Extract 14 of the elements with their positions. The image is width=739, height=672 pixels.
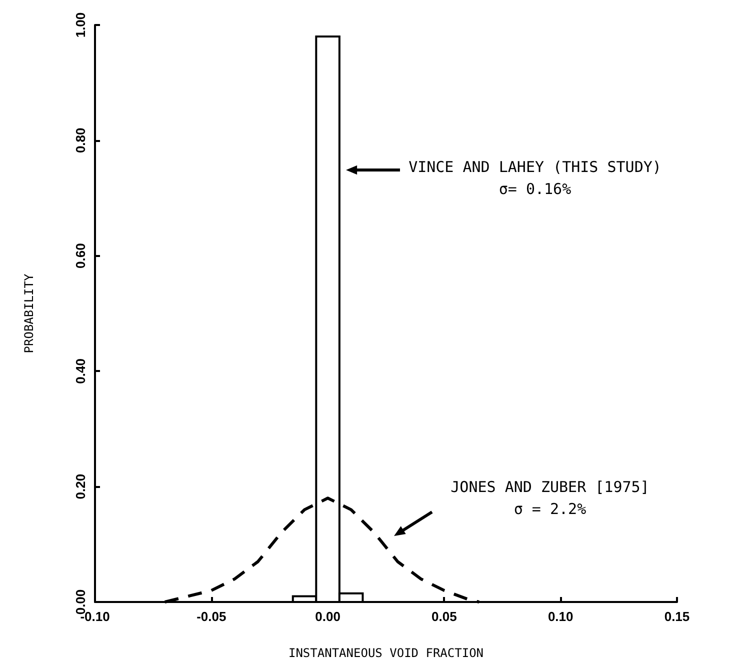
y-axis-title: PROBABILITY xyxy=(22,272,36,354)
y-tick-label: 0.20 xyxy=(73,474,88,500)
x-tick-label: 0.05 xyxy=(432,609,457,624)
y-tick-label: 0.40 xyxy=(73,358,88,384)
y-tick-label: 0.80 xyxy=(73,128,88,154)
annotation: VINCE AND LAHEY (THIS STUDY) σ= 0.16% xyxy=(408,158,662,198)
y-tick-label: 0.60 xyxy=(73,243,88,268)
x-tick-label: 0.10 xyxy=(548,609,574,624)
annotation: JONES AND ZUBER [1975] σ = 2.2% xyxy=(450,478,650,518)
x-tick-label: 0.15 xyxy=(664,609,690,624)
y-tick-label: 1.00 xyxy=(73,12,88,38)
x-tick-label: -0.05 xyxy=(196,609,226,624)
x-axis-title: INSTANTANEOUS VOID FRACTION xyxy=(288,646,484,660)
x-tick-label: 0.00 xyxy=(315,609,340,624)
